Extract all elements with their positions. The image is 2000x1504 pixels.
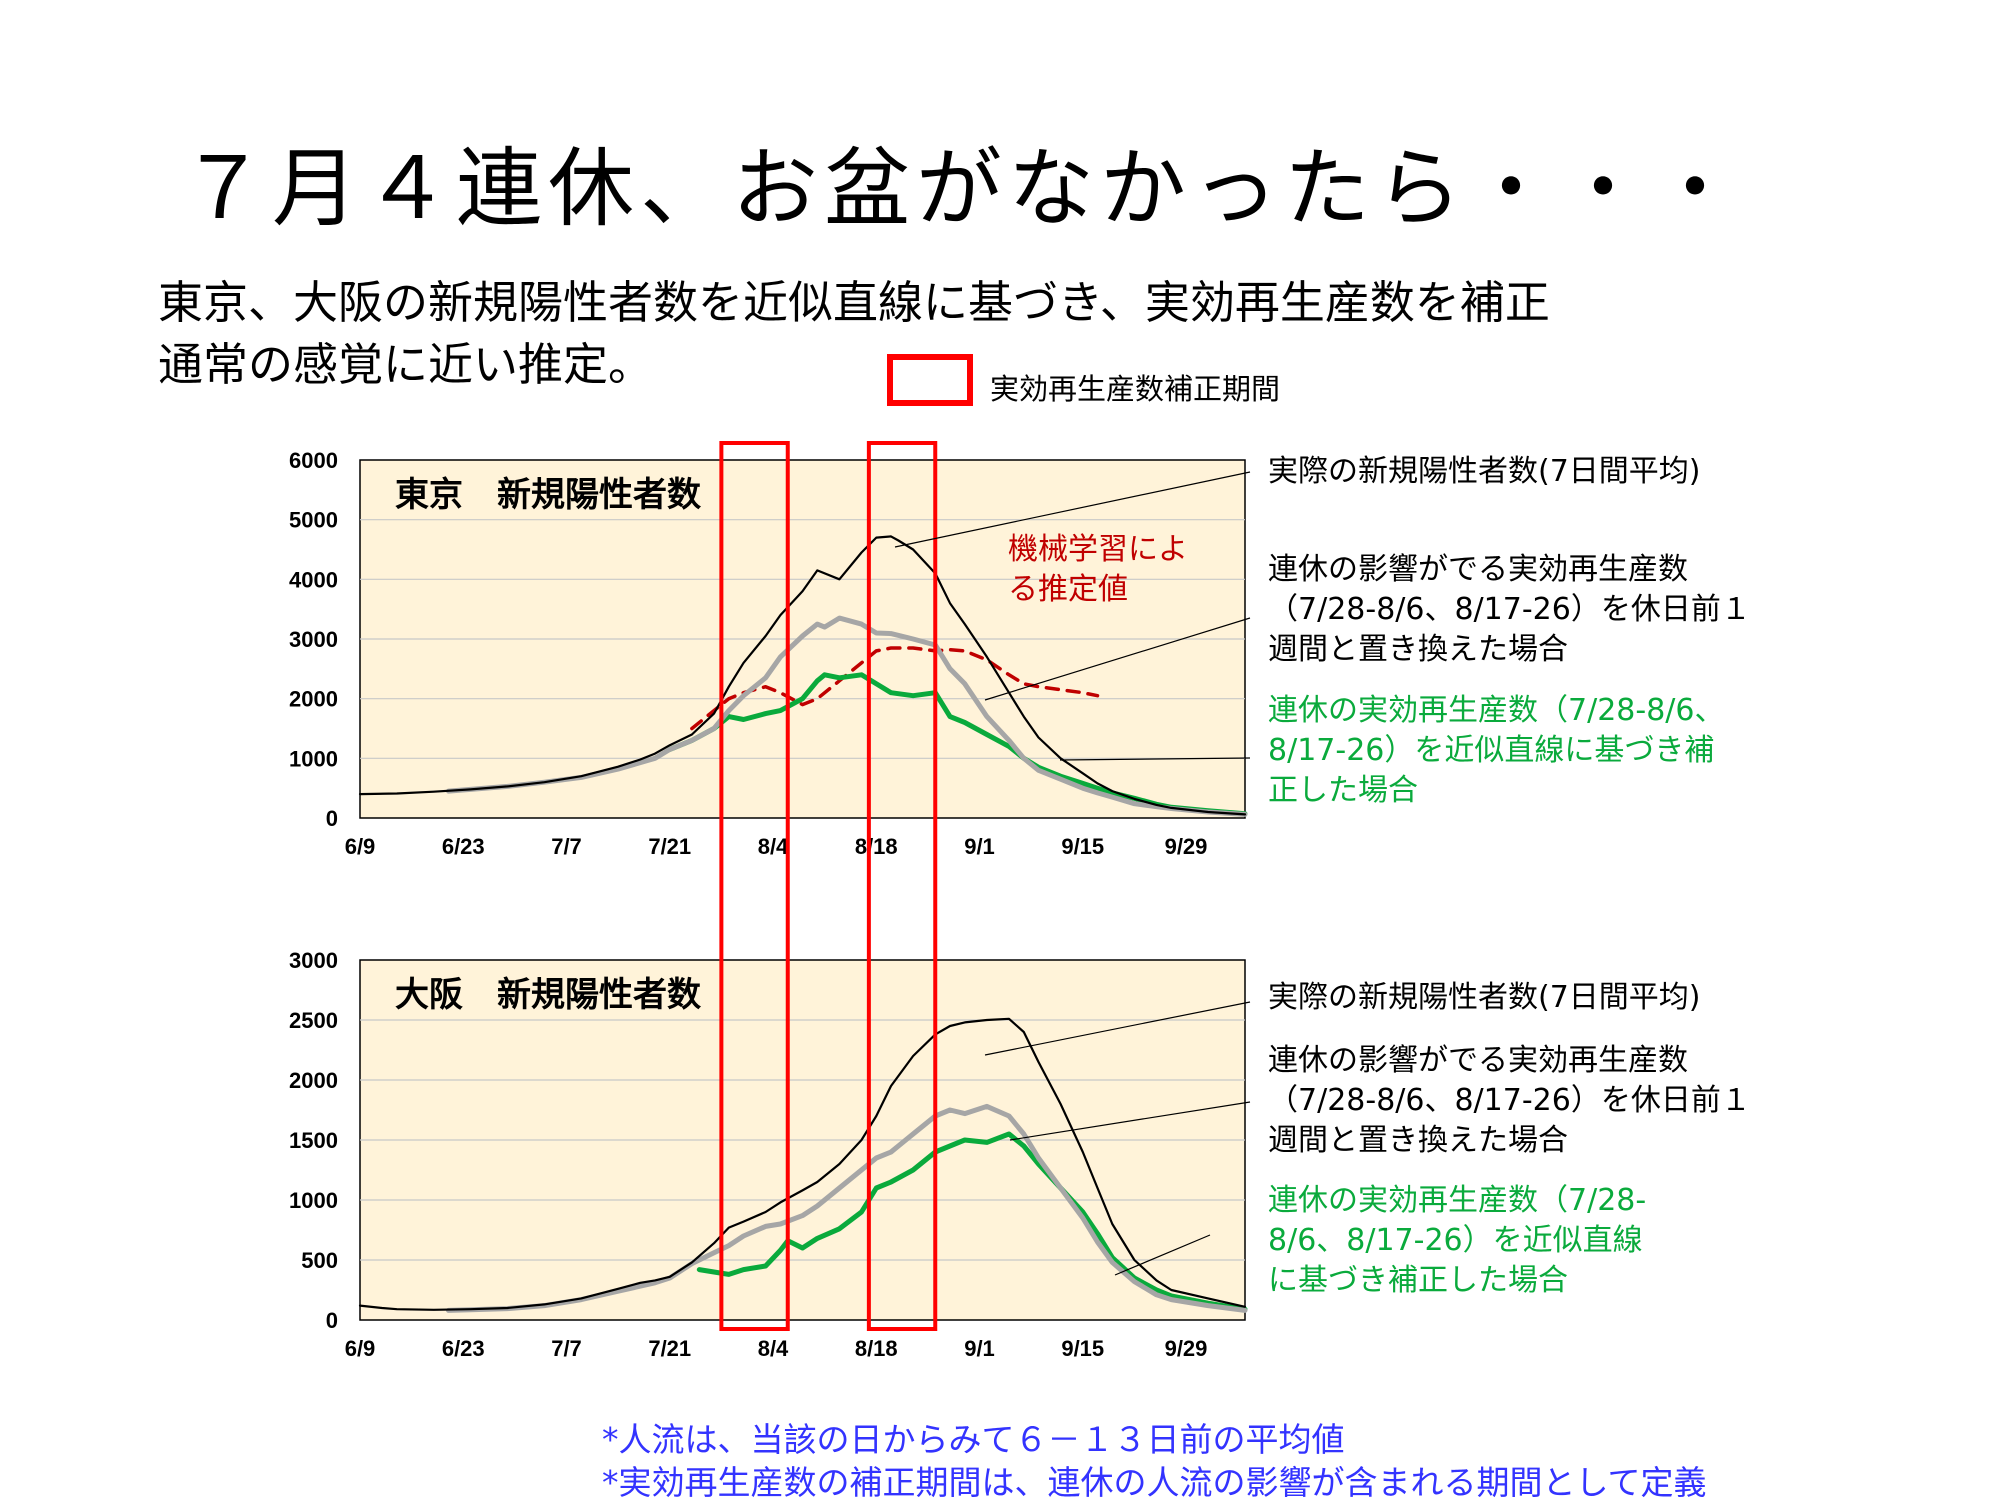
- osaka-corrected-annotation: 連休の実効再生産数（7/28- 8/6、8/17-26）を近似直線 に基づき補正…: [1268, 1181, 1646, 1301]
- tokyo-actual-leader: [894, 471, 1251, 548]
- tokyo-replaced-line-2: （7/28-8/6、8/17-26）を休日前１: [1268, 592, 1751, 627]
- highlight-legend-swatch: [887, 354, 973, 406]
- osaka-series-actual: [358, 1017, 1247, 1311]
- slide-title: ７月４連休、お盆がなかったら・・・: [180, 139, 1744, 239]
- osaka-x-tick-label: 8/18: [855, 1336, 898, 1361]
- tokyo-chart-title: 東京 新規陽性者数: [395, 475, 701, 515]
- osaka-corrected-leader: [1114, 1234, 1211, 1276]
- tokyo-x-tick-label: 7/7: [551, 834, 582, 859]
- footnote-2: *実効再生産数の補正期間は、連休の人流の影響が含まれる期間として定義: [602, 1463, 1707, 1502]
- osaka-y-tick-label: 3000: [289, 948, 338, 973]
- tokyo-corrected-line-2: 8/17-26）を近似直線に基づき補: [1268, 733, 1715, 768]
- subtitle-line-1: 東京、大阪の新規陽性者数を近似直線に基づき、実効再生産数を補正: [158, 276, 1550, 329]
- tokyo-corrected-line-1: 連休の実効再生産数（7/28-8/6、: [1268, 693, 1725, 728]
- osaka-chart-title: 大阪 新規陽性者数: [395, 975, 701, 1015]
- tokyo-ml-line-1: 機械学習によ: [1008, 532, 1188, 567]
- tokyo-replaced-leader: [984, 617, 1251, 701]
- slide-subtitle: 東京、大阪の新規陽性者数を近似直線に基づき、実効再生産数を補正 通常の感覚に近い…: [158, 272, 1550, 396]
- tokyo-x-tick-label: 8/18: [855, 834, 898, 859]
- highlight-periods: [719, 441, 938, 1331]
- osaka-replaced-line-2: （7/28-8/6、8/17-26）を休日前１: [1268, 1083, 1751, 1118]
- tokyo-corrected-leader: [1059, 757, 1251, 761]
- tokyo-x-tick-label: 8/4: [758, 834, 789, 859]
- osaka-x-tick-label: 6/9: [345, 1336, 376, 1361]
- tokyo-actual-annotation: 実際の新規陽性者数(7日間平均): [1268, 454, 1701, 489]
- tokyo-corrected-annotation: 連休の実効再生産数（7/28-8/6、 8/17-26）を近似直線に基づき補 正…: [1268, 691, 1724, 811]
- osaka-y-tick-label: 2000: [289, 1068, 338, 1093]
- osaka-y-tick-label: 1500: [289, 1128, 338, 1153]
- osaka-x-tick-label: 9/29: [1165, 1336, 1208, 1361]
- tokyo-x-tick-label: 9/1: [964, 834, 995, 859]
- osaka-replaced-annotation: 連休の影響がでる実効再生産数 （7/28-8/6、8/17-26）を休日前１ 週…: [1268, 1041, 1751, 1161]
- tokyo-replaced-line-3: 週間と置き換えた場合: [1268, 632, 1568, 667]
- osaka-x-tick-label: 9/1: [964, 1336, 995, 1361]
- tokyo-y-tick-label: 4000: [289, 567, 338, 592]
- tokyo-replaced-line-1: 連休の影響がでる実効再生産数: [1268, 552, 1688, 587]
- tokyo-x-tick-label: 9/15: [1061, 834, 1104, 859]
- osaka-replaced-leader: [1009, 1101, 1251, 1141]
- tokyo-x-tick-label: 7/21: [648, 834, 691, 859]
- osaka-corrected-line-3: に基づき補正した場合: [1268, 1263, 1568, 1298]
- tokyo-ml-line-2: る推定値: [1008, 572, 1128, 607]
- tokyo-y-tick-label: 6000: [289, 448, 338, 473]
- osaka-series-corrected: [696, 1131, 1248, 1312]
- osaka-y-tick-label: 1000: [289, 1188, 338, 1213]
- highlight-period-1: [719, 441, 790, 1331]
- tokyo-replaced-annotation: 連休の影響がでる実効再生産数 （7/28-8/6、8/17-26）を休日前１ 週…: [1268, 550, 1751, 670]
- osaka-corrected-line-2: 8/6、8/17-26）を近似直線: [1268, 1223, 1643, 1258]
- tokyo-y-tick-label: 5000: [289, 508, 338, 533]
- osaka-y-tick-label: 2500: [289, 1008, 338, 1033]
- tokyo-x-tick-label: 9/29: [1165, 834, 1208, 859]
- tokyo-y-tick-label: 2000: [289, 687, 338, 712]
- osaka-series-replaced: [446, 1103, 1248, 1313]
- tokyo-x-tick-label: 6/23: [442, 834, 485, 859]
- tokyo-x-tick-label: 6/9: [345, 834, 376, 859]
- osaka-actual-annotation: 実際の新規陽性者数(7日間平均): [1268, 980, 1701, 1015]
- tokyo-corrected-line-3: 正した場合: [1268, 773, 1418, 808]
- tokyo-chart: 0 1000 2000 3000 4000 5000 6000 6/9 6/23 7/7 7/21 8…: [289, 448, 1248, 859]
- tokyo-series-actual: [358, 535, 1247, 816]
- osaka-replaced-line-1: 連休の影響がでる実効再生産数: [1268, 1043, 1688, 1078]
- osaka-x-tick-label: 8/4: [758, 1336, 789, 1361]
- osaka-y-tick-label: 500: [301, 1248, 338, 1273]
- tokyo-y-tick-label: 0: [326, 806, 338, 831]
- osaka-corrected-line-1: 連休の実効再生産数（7/28-: [1268, 1183, 1647, 1218]
- highlight-legend-label: 実効再生産数補正期間: [990, 372, 1281, 406]
- osaka-x-tick-label: 7/7: [551, 1336, 582, 1361]
- osaka-actual-leader: [984, 1001, 1251, 1056]
- osaka-x-tick-label: 7/21: [648, 1336, 691, 1361]
- subtitle-line-2: 通常の感覚に近い推定。: [158, 338, 654, 391]
- footnote-1: *人流は、当該の日からみて６－１３日前の平均値: [602, 1420, 1345, 1459]
- tokyo-series-ml: [690, 646, 1100, 731]
- osaka-y-tick-label: 0: [326, 1308, 338, 1333]
- annotation-leaders: [894, 471, 1251, 1276]
- osaka-replaced-line-3: 週間と置き換えた場合: [1268, 1123, 1568, 1158]
- tokyo-y-tick-label: 1000: [289, 746, 338, 771]
- highlight-period-2: [866, 441, 938, 1331]
- osaka-x-tick-label: 6/23: [442, 1336, 485, 1361]
- osaka-chart: 0 500 1000 1500 2000 2500 3000 6/9 6/23 7/7 7/21 8/…: [289, 948, 1248, 1361]
- tokyo-y-tick-label: 3000: [289, 627, 338, 652]
- osaka-x-tick-label: 9/15: [1061, 1336, 1104, 1361]
- tokyo-ml-annotation: 機械学習によ る推定値: [1008, 530, 1188, 610]
